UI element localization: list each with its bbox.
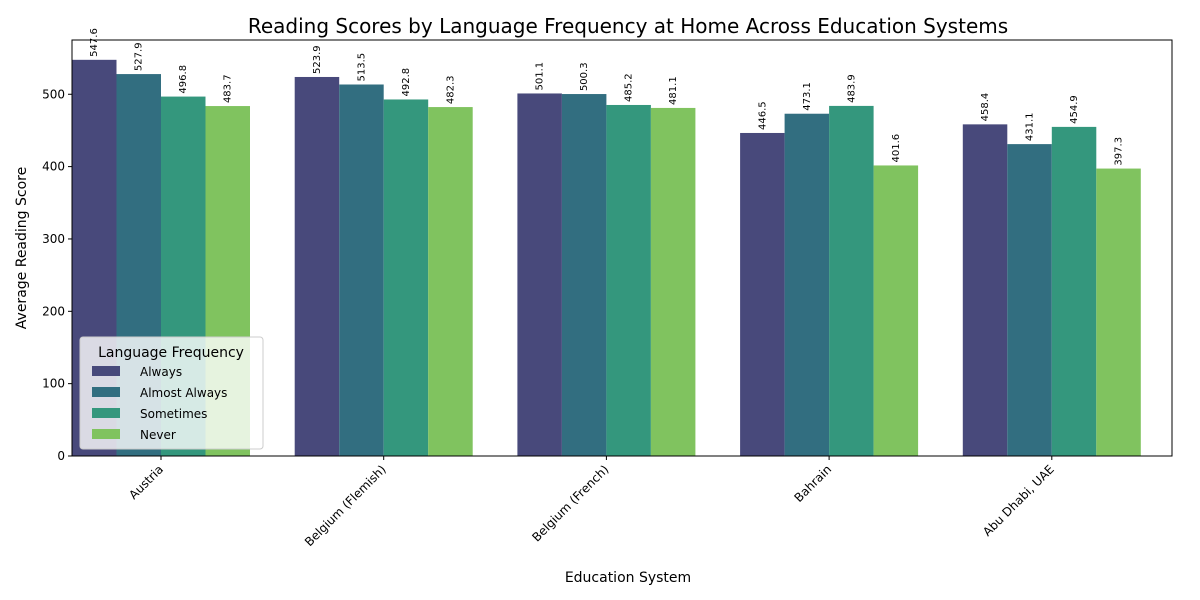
x-axis: Austria Belgium (Flemish) Belgium (French)… <box>126 456 1057 549</box>
data-label: 401.6 <box>891 134 902 163</box>
chart-title: Reading Scores by Language Frequency at … <box>248 14 1008 38</box>
legend-swatch <box>92 387 120 397</box>
bar <box>740 132 785 456</box>
legend-entry: Always <box>140 365 182 379</box>
x-tick-label: Abu Dhabi, UAE <box>980 462 1057 539</box>
y-tick-label: 400 <box>42 160 65 174</box>
bar <box>294 76 340 457</box>
legend-entry: Never <box>140 428 176 442</box>
data-labels-group: 547.6 527.9 496.8 483.7 523.9 513.5 492.8 482.3… <box>89 28 1124 165</box>
bar <box>784 113 830 456</box>
legend-entry: Almost Always <box>140 386 227 400</box>
y-tick-label: 200 <box>42 304 65 318</box>
x-tick-label: Bahrain <box>791 462 834 505</box>
legend: Language Frequency Always Almost Always So… <box>79 336 264 450</box>
bar <box>561 94 607 456</box>
data-label: 513.5 <box>356 53 367 82</box>
data-label: 483.7 <box>223 74 234 103</box>
y-tick-label: 100 <box>42 377 65 391</box>
bar <box>1096 168 1141 457</box>
y-tick-label: 300 <box>42 232 65 246</box>
bar <box>517 93 562 457</box>
legend-items: Always Almost Always Sometimes Never <box>92 365 227 442</box>
legend-swatch <box>92 429 120 439</box>
data-label: 496.8 <box>178 65 189 94</box>
legend-title: Language Frequency <box>98 345 244 361</box>
y-axis-label: Average Reading Score <box>14 167 30 329</box>
data-label: 454.9 <box>1069 95 1080 124</box>
data-label: 397.3 <box>1114 137 1125 166</box>
x-axis-label: Education System <box>565 570 691 586</box>
legend-box <box>79 336 264 450</box>
data-label: 501.1 <box>535 62 546 91</box>
data-label: 482.3 <box>445 75 456 104</box>
data-label: 431.1 <box>1025 112 1036 141</box>
y-axis: 0 100 200 300 400 500 <box>42 87 72 463</box>
bar <box>1007 144 1052 456</box>
legend-swatch <box>92 366 120 376</box>
legend-swatch <box>92 408 120 418</box>
plot-frame <box>71 39 1173 457</box>
bar <box>428 107 473 456</box>
bar <box>962 124 1008 456</box>
x-tick-label: Belgium (French) <box>529 462 611 544</box>
y-tick-label: 0 <box>57 449 65 463</box>
y-tick-label: 500 <box>42 87 65 101</box>
data-label: 446.5 <box>757 101 768 130</box>
bar <box>606 104 651 456</box>
data-label: 527.9 <box>134 42 145 71</box>
bar <box>650 107 696 457</box>
x-tick-label: Austria <box>126 462 166 502</box>
x-tick-label: Belgium (Flemish) <box>302 462 389 549</box>
data-label: 547.6 <box>89 28 100 57</box>
data-label: 483.9 <box>846 74 857 103</box>
data-label: 485.2 <box>624 73 635 102</box>
bar <box>339 84 384 457</box>
data-label: 473.1 <box>802 82 813 111</box>
data-label: 492.8 <box>401 68 412 97</box>
bar <box>829 105 874 456</box>
data-label: 481.1 <box>668 76 679 105</box>
legend-entry: Sometimes <box>140 407 207 421</box>
bars-group <box>72 59 1141 457</box>
bar <box>1051 126 1097 456</box>
bar <box>873 165 919 457</box>
data-label: 500.3 <box>579 62 590 91</box>
bar <box>383 99 429 456</box>
data-label: 523.9 <box>312 45 323 74</box>
data-label: 458.4 <box>980 93 991 122</box>
